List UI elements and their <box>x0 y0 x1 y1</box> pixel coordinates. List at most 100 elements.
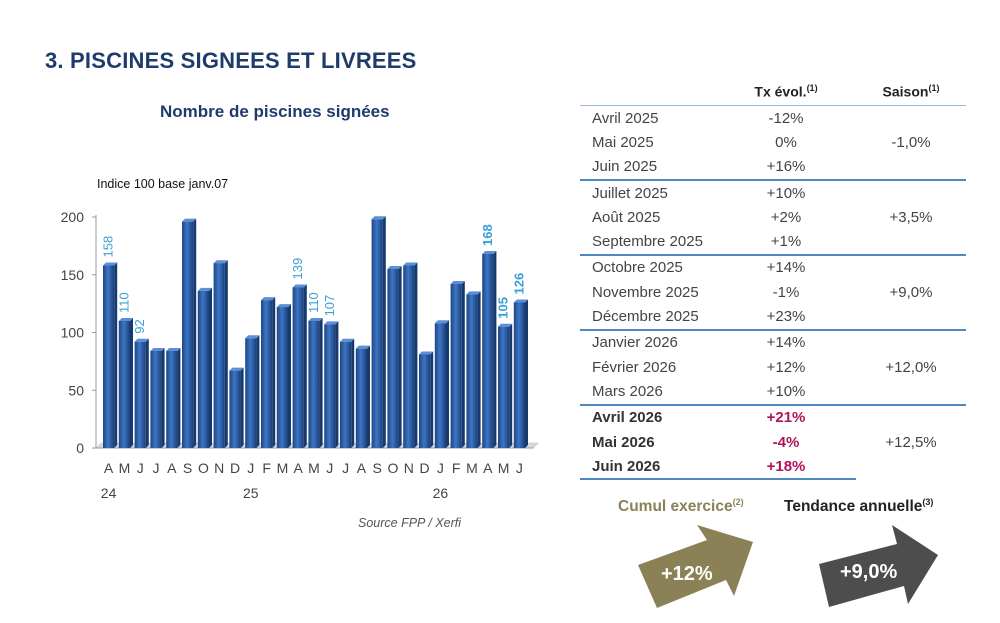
data-label: 139 <box>290 258 305 280</box>
bar <box>103 262 118 448</box>
x-tick-label: D <box>420 460 430 476</box>
evol-cell: +21% <box>716 403 856 430</box>
bar <box>513 299 528 448</box>
table-row: Août 2025 +2% <box>580 205 966 229</box>
saison-cell: +9,0% <box>856 253 966 330</box>
bar <box>450 280 465 448</box>
data-label: 126 <box>511 273 526 295</box>
x-tick-label: A <box>167 460 177 476</box>
table-row: Mai 2026 -4% <box>580 430 966 454</box>
table-row: Novembre 2025 -1% <box>580 280 966 304</box>
table-row: Juin 2026 +18% <box>580 454 966 481</box>
table-row: Avril 2026 +21% +12,5% <box>580 403 966 480</box>
bar <box>197 287 212 448</box>
month-cell: Octobre 2025 <box>580 253 716 281</box>
y-tick-label: 0 <box>76 440 84 456</box>
bar <box>245 335 260 448</box>
bar <box>403 262 418 448</box>
table-row: Mars 2026 +10% <box>580 379 966 404</box>
x-tick-label: J <box>516 460 523 476</box>
month-cell: Novembre 2025 <box>592 283 699 301</box>
month-cell: Mars 2026 <box>592 382 663 400</box>
bar <box>434 320 449 448</box>
x-tick-label: S <box>183 460 192 476</box>
month-cell: Avril 2026 <box>580 403 716 430</box>
year-label: 25 <box>243 485 259 501</box>
data-label: 168 <box>480 224 495 246</box>
data-label: 92 <box>132 319 147 333</box>
x-tick-label: F <box>262 460 271 476</box>
page-title: 3. PISCINES SIGNEES ET LIVREES <box>45 48 417 73</box>
x-tick-label: O <box>198 460 209 476</box>
x-tick-label: A <box>294 460 304 476</box>
bar <box>150 347 165 448</box>
bar <box>118 317 133 448</box>
bar <box>276 304 291 448</box>
evol-cell: +16% <box>766 158 806 176</box>
x-tick-label: M <box>308 460 320 476</box>
bar <box>166 347 181 448</box>
cumul-label: Cumul exercice(2) <box>618 497 744 516</box>
evol-cell: +1% <box>770 233 802 251</box>
chart-title: Nombre de piscines signées <box>160 102 390 121</box>
evol-cell: -1% <box>772 283 800 301</box>
table-row: Juillet 2025 +10% +3,5% <box>580 178 966 255</box>
month-cell: Janvier 2026 <box>580 328 716 355</box>
year-label: 26 <box>433 485 449 501</box>
bar <box>498 323 513 448</box>
saison-cell: +12,0% <box>856 328 966 405</box>
x-tick-label: O <box>388 460 399 476</box>
bar <box>387 265 402 448</box>
table-row: Avril 2025 -12% -1,0% <box>580 106 966 151</box>
evol-cell: +14% <box>716 253 856 281</box>
bar <box>292 284 307 448</box>
x-tick-label: J <box>326 460 333 476</box>
bar <box>371 216 386 448</box>
x-tick-label: J <box>137 460 144 476</box>
x-tick-label: A <box>483 460 493 476</box>
x-tick-label: J <box>153 460 160 476</box>
evol-cell: +10% <box>766 382 806 400</box>
bar <box>466 291 481 448</box>
bar <box>482 250 497 448</box>
x-tick-label: M <box>119 460 131 476</box>
data-label: 110 <box>306 292 321 313</box>
bar <box>324 321 339 448</box>
month-cell: Avril 2025 <box>592 109 659 127</box>
saison-cell: +3,5% <box>856 178 966 255</box>
evolution-table: Tx évol.(1) Saison(1) Avril 2025 -12% -1,0… <box>580 78 966 481</box>
month-cell: Septembre 2025 <box>592 233 703 251</box>
bar <box>182 218 197 448</box>
bar <box>308 317 323 448</box>
bar <box>261 297 276 448</box>
cumul-value: +12% <box>661 563 713 585</box>
x-tick-label: J <box>342 460 349 476</box>
evol-header: Tx évol.(1) <box>716 78 856 106</box>
y-tick-label: 150 <box>61 267 85 283</box>
table-row: Septembre 2025 +1% <box>580 229 966 254</box>
evol-cell: +12% <box>766 358 806 376</box>
bar <box>419 351 434 448</box>
month-cell: Juin 2025 <box>592 158 658 176</box>
saison-header: Saison(1) <box>856 78 966 106</box>
tendance-value: +9,0% <box>840 561 898 583</box>
evol-cell: 0% <box>775 133 797 151</box>
data-label: 158 <box>101 236 116 258</box>
x-tick-label: J <box>247 460 254 476</box>
tendance-label: Tendance annuelle(3) <box>784 497 934 516</box>
data-label: 110 <box>116 292 131 313</box>
y-tick-label: 50 <box>68 382 84 398</box>
tendance-arrow-icon <box>819 525 938 607</box>
month-cell: Mai 2026 <box>592 433 655 451</box>
x-tick-label: M <box>466 460 478 476</box>
evol-cell: +14% <box>716 328 856 355</box>
table-row: Décembre 2025 +23% <box>580 304 966 329</box>
data-label: 105 <box>496 297 511 319</box>
evol-cell: +2% <box>770 208 802 226</box>
month-cell: Juillet 2025 <box>580 178 716 206</box>
bar <box>355 345 370 448</box>
month-cell: Février 2026 <box>592 358 677 376</box>
table-row: Mai 2025 0% <box>580 130 966 154</box>
chart-source: Source FPP / Xerfi <box>358 516 462 530</box>
